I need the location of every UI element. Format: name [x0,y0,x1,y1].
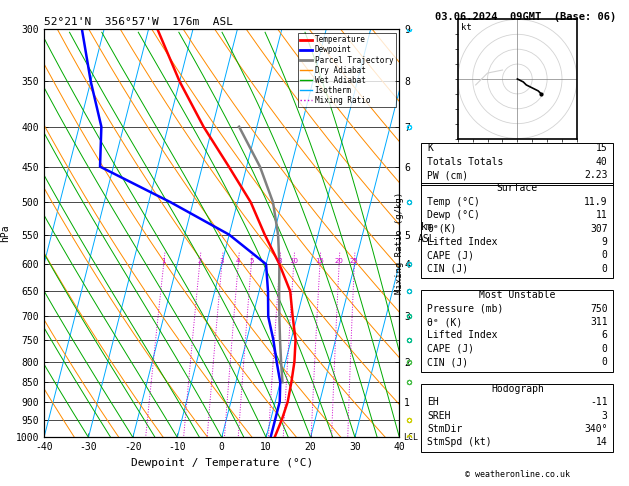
Text: 4: 4 [236,258,240,264]
Text: © weatheronline.co.uk: © weatheronline.co.uk [465,469,569,479]
Legend: Temperature, Dewpoint, Parcel Trajectory, Dry Adiabat, Wet Adiabat, Isotherm, Mi: Temperature, Dewpoint, Parcel Trajectory… [298,33,396,107]
Text: 0: 0 [602,264,608,274]
Text: 1: 1 [162,258,166,264]
Text: StmDir: StmDir [427,424,462,434]
Text: -11: -11 [590,398,608,407]
Text: CAPE (J): CAPE (J) [427,250,474,260]
Text: Totals Totals: Totals Totals [427,157,504,167]
Text: EH: EH [427,398,439,407]
Text: CIN (J): CIN (J) [427,264,469,274]
Text: 03.06.2024  09GMT  (Base: 06): 03.06.2024 09GMT (Base: 06) [435,12,616,22]
Text: 307: 307 [590,224,608,234]
Text: 9: 9 [602,237,608,247]
Text: 340°: 340° [584,424,608,434]
Text: Pressure (mb): Pressure (mb) [427,304,504,314]
Text: Hodograph: Hodograph [491,384,544,394]
X-axis label: Dewpoint / Temperature (°C): Dewpoint / Temperature (°C) [131,458,313,468]
Text: 2: 2 [198,258,202,264]
Y-axis label: hPa: hPa [0,225,10,242]
Text: 8: 8 [277,258,282,264]
Text: 5: 5 [249,258,253,264]
Text: 3: 3 [602,411,608,421]
Text: CAPE (J): CAPE (J) [427,344,474,354]
Text: 25: 25 [350,258,359,264]
Text: 0: 0 [602,357,608,367]
Text: LCL: LCL [404,433,418,442]
Text: θᵉ (K): θᵉ (K) [427,317,462,327]
Text: Lifted Index: Lifted Index [427,237,498,247]
Text: 14: 14 [596,437,608,448]
Text: 52°21'N  356°57'W  176m  ASL: 52°21'N 356°57'W 176m ASL [44,17,233,27]
Text: 11.9: 11.9 [584,197,608,207]
Text: 3: 3 [220,258,224,264]
Text: 15: 15 [316,258,325,264]
Text: 0: 0 [602,344,608,354]
Text: kt: kt [462,23,472,32]
Text: 0: 0 [602,250,608,260]
Bar [421,384,613,452]
Text: Surface: Surface [497,184,538,193]
Text: 311: 311 [590,317,608,327]
Text: 750: 750 [590,304,608,314]
Text: 11: 11 [596,210,608,220]
Bar [421,143,613,185]
Text: 10: 10 [289,258,298,264]
Text: 2.23: 2.23 [584,170,608,180]
Text: Temp (°C): Temp (°C) [427,197,480,207]
Text: 15: 15 [596,143,608,154]
Text: StmSpd (kt): StmSpd (kt) [427,437,492,448]
Text: CIN (J): CIN (J) [427,357,469,367]
Text: Most Unstable: Most Unstable [479,291,555,300]
Y-axis label: km
ASL: km ASL [418,223,436,244]
Text: Mixing Ratio (g/kg): Mixing Ratio (g/kg) [395,192,404,294]
Text: 40: 40 [596,157,608,167]
Text: 6: 6 [602,330,608,341]
Text: 20: 20 [335,258,343,264]
Text: Dewp (°C): Dewp (°C) [427,210,480,220]
Bar [421,291,613,372]
Text: PW (cm): PW (cm) [427,170,469,180]
Text: SREH: SREH [427,411,451,421]
Text: Lifted Index: Lifted Index [427,330,498,341]
Text: θᵉ(K): θᵉ(K) [427,224,457,234]
Bar [421,184,613,278]
Text: K: K [427,143,433,154]
